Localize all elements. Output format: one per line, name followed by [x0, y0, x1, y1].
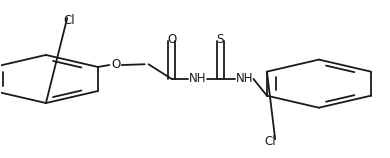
Text: O: O — [167, 33, 176, 46]
Text: Cl: Cl — [63, 14, 75, 27]
Text: O: O — [111, 58, 120, 71]
Text: S: S — [216, 33, 224, 46]
Text: NH: NH — [189, 73, 206, 85]
Text: Cl: Cl — [265, 135, 277, 148]
Text: NH: NH — [236, 73, 253, 85]
